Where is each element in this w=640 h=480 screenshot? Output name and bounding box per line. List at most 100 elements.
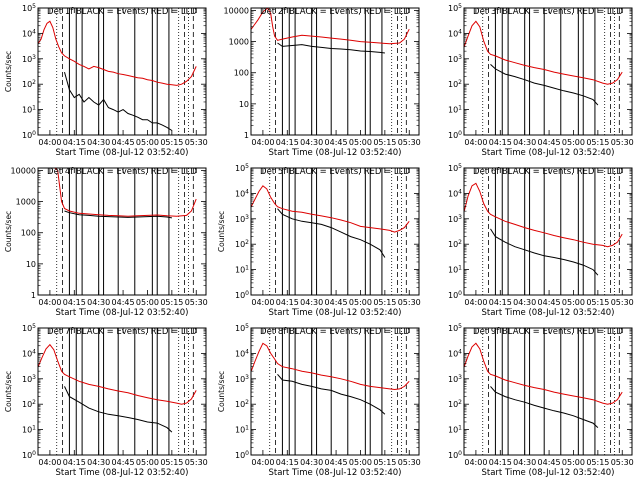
y-tick-label: 1000 xyxy=(229,38,249,47)
x-tick-label: 05:30 xyxy=(185,458,208,467)
x-tick-label: 04:15 xyxy=(276,138,299,147)
y-tick-label: 105 xyxy=(448,163,462,173)
plot-frame xyxy=(463,167,633,296)
x-tick-label: 04:00 xyxy=(38,298,61,307)
panel-title: Det 8f BLACK = Events, RED = LLD xyxy=(260,327,410,337)
x-tick-label: 05:15 xyxy=(586,458,609,467)
y-tick-label: 103 xyxy=(448,54,462,64)
x-tick-label: 04:00 xyxy=(464,138,487,147)
plot-frame xyxy=(37,167,207,296)
x-tick-label: 04:30 xyxy=(300,298,323,307)
x-tick-label: 04:15 xyxy=(276,298,299,307)
x-tick-label: 05:15 xyxy=(160,298,183,307)
x-tick-label: 05:30 xyxy=(398,138,421,147)
x-axis-label: Start Time (08-Jul-12 03:52:40) xyxy=(482,148,615,158)
series-line-red xyxy=(38,20,197,86)
y-tick-label: 100 xyxy=(21,229,36,238)
panel-8: 04:00 04:15 04:30 04:45 05:00 05:15 05:30 100 10… xyxy=(217,323,421,478)
panel-2: 04:00 04:15 04:30 04:45 05:00 05:15 05:30 1 10 10… xyxy=(224,6,421,158)
series-line-red xyxy=(464,342,623,405)
x-tick-label: 04:30 xyxy=(87,458,110,467)
x-tick-label: 04:00 xyxy=(464,458,487,467)
x-tick-label: 04:30 xyxy=(87,298,110,307)
series-line-black xyxy=(277,42,385,54)
plot-frame xyxy=(37,327,207,456)
y-tick-label: 105 xyxy=(235,163,249,173)
y-tick-label: 100 xyxy=(235,450,249,460)
panel-1: 04:00 04:15 04:30 04:45 05:00 05:15 05:30 100 10… xyxy=(4,3,208,158)
x-tick-label: 04:30 xyxy=(513,298,536,307)
x-tick-label: 05:00 xyxy=(562,458,585,467)
x-tick-label: 04:00 xyxy=(38,458,61,467)
x-tick-label: 04:15 xyxy=(63,138,86,147)
panel-title: Det 2f BLACK = Events, RED = LLD xyxy=(260,7,410,17)
x-tick-label: 04:45 xyxy=(538,458,561,467)
series-line-black xyxy=(490,64,599,106)
x-tick-label: 04:45 xyxy=(112,138,135,147)
x-tick-label: 04:00 xyxy=(251,458,274,467)
x-tick-label: 04:00 xyxy=(464,298,487,307)
panel-4: 04:00 04:15 04:30 04:45 05:00 05:15 05:30 1 10 10… xyxy=(4,166,208,318)
x-tick-label: 05:00 xyxy=(136,298,159,307)
x-tick-label: 04:30 xyxy=(300,458,323,467)
series-line-red xyxy=(251,8,410,45)
y-tick-label: 105 xyxy=(22,323,36,333)
x-axis-label: Start Time (08-Jul-12 03:52:40) xyxy=(269,308,402,318)
x-tick-label: 05:15 xyxy=(586,298,609,307)
y-tick-label: 100 xyxy=(235,290,249,300)
x-tick-label: 05:15 xyxy=(160,458,183,467)
y-tick-label: 102 xyxy=(448,79,462,89)
x-tick-label: 05:15 xyxy=(373,298,396,307)
x-tick-label: 04:00 xyxy=(251,138,274,147)
panel-title: Det 1f BLACK = Events, RED = LLD xyxy=(47,7,197,17)
series-line-red xyxy=(38,343,197,405)
y-tick-label: 103 xyxy=(235,374,249,384)
y-tick-label: 10 xyxy=(239,100,249,109)
panel-6: 04:00 04:15 04:30 04:45 05:00 05:15 05:30 100 10… xyxy=(448,163,634,318)
series-line-red xyxy=(251,342,410,391)
x-tick-label: 04:45 xyxy=(325,138,348,147)
x-tick-label: 04:45 xyxy=(538,298,561,307)
series-line-black xyxy=(277,208,386,258)
y-tick-label: 101 xyxy=(235,265,249,275)
y-tick-label: 102 xyxy=(448,239,462,249)
panel-7: 04:00 04:15 04:30 04:45 05:00 05:15 05:30 100 10… xyxy=(4,323,208,478)
x-axis-label: Start Time (08-Jul-12 03:52:40) xyxy=(269,148,402,158)
y-tick-label: 103 xyxy=(22,374,36,384)
y-tick-label: 102 xyxy=(235,239,249,249)
y-axis-label: Counts/sec xyxy=(4,211,13,252)
panel-9: 04:00 04:15 04:30 04:45 05:00 05:15 05:30 100 10… xyxy=(448,323,634,478)
y-tick-label: 104 xyxy=(235,188,249,198)
x-tick-label: 04:15 xyxy=(489,298,512,307)
y-tick-label: 10000 xyxy=(11,166,36,175)
y-tick-label: 1 xyxy=(244,131,249,140)
y-tick-label: 105 xyxy=(448,323,462,333)
y-tick-label: 101 xyxy=(448,425,462,435)
x-tick-label: 05:00 xyxy=(349,458,372,467)
x-tick-label: 05:15 xyxy=(373,458,396,467)
x-axis-label: Start Time (08-Jul-12 03:52:40) xyxy=(269,468,402,478)
y-tick-label: 101 xyxy=(22,105,36,115)
plot-frame xyxy=(250,7,420,136)
series-line-black xyxy=(277,373,386,415)
panel-title: Det 4f BLACK = Events, RED = LLD xyxy=(47,167,197,177)
x-tick-label: 05:15 xyxy=(586,138,609,147)
plot-frame xyxy=(250,327,420,456)
y-tick-label: 1 xyxy=(31,291,36,300)
x-tick-label: 04:15 xyxy=(63,298,86,307)
x-axis-label: Start Time (08-Jul-12 03:52:40) xyxy=(56,468,189,478)
x-tick-label: 04:15 xyxy=(489,138,512,147)
series-line-red xyxy=(251,185,410,233)
x-tick-label: 04:15 xyxy=(489,458,512,467)
y-tick-label: 101 xyxy=(448,105,462,115)
x-tick-label: 04:45 xyxy=(538,138,561,147)
panel-title: Det 5f BLACK = Events, RED = LLD xyxy=(260,167,410,177)
y-tick-label: 101 xyxy=(22,425,36,435)
x-tick-label: 05:30 xyxy=(611,138,634,147)
y-tick-label: 104 xyxy=(22,28,36,38)
y-axis-label: Counts/sec xyxy=(217,371,226,412)
plot-frame xyxy=(463,327,633,456)
x-tick-label: 05:00 xyxy=(136,138,159,147)
y-tick-label: 105 xyxy=(235,323,249,333)
panel-title: Det 7f BLACK = Events, RED = LLD xyxy=(47,327,197,337)
